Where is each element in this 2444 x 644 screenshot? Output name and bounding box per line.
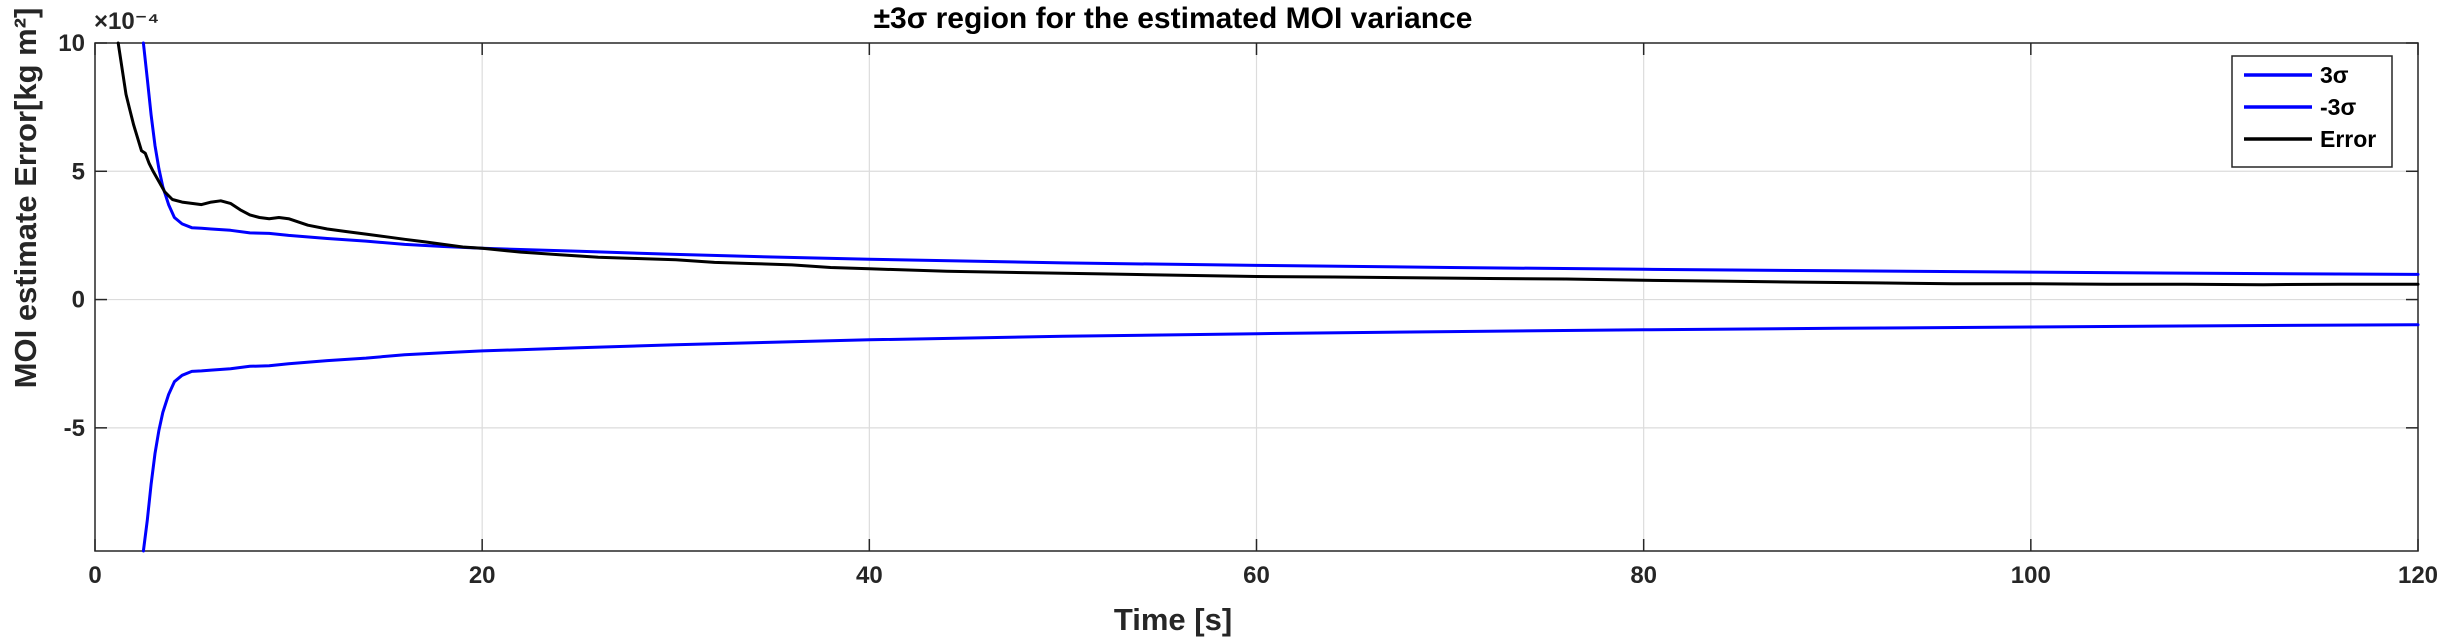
series-line-pos-3sigma	[141, 41, 2420, 276]
legend-label-error: Error	[2320, 126, 2376, 152]
legend-label-neg-3sigma: -3σ	[2320, 94, 2356, 120]
series-line-neg-3sigma	[141, 323, 2420, 553]
legend: 3σ -3σ Error	[2231, 55, 2393, 168]
y-axis-multiplier: ×10⁻⁴	[94, 8, 159, 35]
legend-label-pos-3sigma: 3σ	[2320, 62, 2349, 88]
x-axis-ticks: 0 20 40 60 80 100 120	[88, 43, 2438, 589]
x-tick-label: 100	[2011, 562, 2051, 589]
chart-title: ±3σ region for the estimated MOI varianc…	[874, 2, 1473, 35]
x-tick-label: 120	[2398, 562, 2438, 589]
y-axis-label: MOI estimate Error[kg m²]	[8, 8, 43, 389]
x-tick-label: 0	[88, 562, 101, 589]
y-tick-label: 5	[72, 158, 85, 185]
y-tick-label: 10	[58, 30, 85, 57]
series-lines	[116, 41, 2420, 553]
y-tick-label: 0	[72, 287, 85, 314]
grid-lines	[95, 43, 2418, 551]
x-tick-label: 80	[1630, 562, 1657, 589]
x-axis-label: Time [s]	[1114, 602, 1232, 637]
x-tick-label: 60	[1243, 562, 1270, 589]
x-tick-label: 20	[469, 562, 496, 589]
series-line-error	[116, 41, 2420, 287]
y-axis-ticks: -5 0 5 10	[58, 30, 2418, 442]
x-tick-label: 40	[856, 562, 883, 589]
y-tick-label: -5	[64, 415, 85, 442]
